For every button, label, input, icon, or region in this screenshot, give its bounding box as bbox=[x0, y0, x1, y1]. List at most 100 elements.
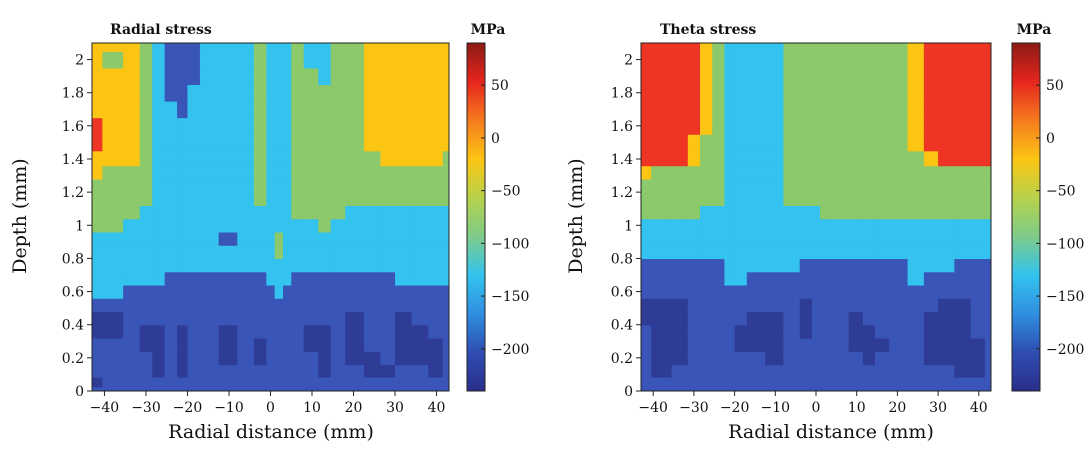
heatmap-cell bbox=[303, 67, 319, 86]
heatmap-cell bbox=[102, 51, 124, 69]
heatmap-cell bbox=[687, 165, 701, 180]
heatmap-cell bbox=[712, 386, 726, 391]
heatmap-cell bbox=[291, 67, 305, 86]
heatmap-cell bbox=[123, 43, 141, 52]
heatmap-cell bbox=[253, 271, 267, 286]
heatmap-cell bbox=[363, 376, 382, 388]
heatmap-cell bbox=[253, 101, 267, 119]
heatmap-cell bbox=[700, 178, 713, 193]
heatmap-cell bbox=[687, 117, 701, 135]
heatmap-cell bbox=[237, 271, 255, 286]
heatmap-cell bbox=[282, 364, 292, 378]
heatmap-cell bbox=[923, 337, 939, 352]
heatmap-cell bbox=[411, 386, 429, 391]
heatmap-cell bbox=[984, 284, 991, 299]
heatmap-cell bbox=[671, 284, 689, 299]
heatmap-cell bbox=[92, 117, 103, 135]
y-tick-label: 1.6 bbox=[62, 119, 84, 135]
heatmap-cell bbox=[139, 205, 153, 220]
heatmap-cell bbox=[164, 67, 178, 86]
heatmap-cell bbox=[651, 271, 673, 286]
heatmap-cell bbox=[345, 245, 365, 260]
heatmap-cell bbox=[765, 258, 785, 273]
y-tick-label: 1 bbox=[624, 218, 633, 234]
x-tick-label: −20 bbox=[173, 400, 203, 416]
heatmap-cell bbox=[734, 311, 748, 326]
heatmap-cell bbox=[253, 298, 267, 313]
heatmap-cell bbox=[330, 324, 346, 339]
heatmap-cell bbox=[274, 165, 284, 180]
heatmap-cell bbox=[938, 284, 955, 299]
heatmap-cell bbox=[123, 258, 141, 273]
heatmap-cell bbox=[282, 43, 292, 52]
heatmap-cell bbox=[152, 231, 166, 246]
heatmap-cell bbox=[199, 67, 220, 86]
heatmap-cell bbox=[442, 386, 449, 391]
heatmap-cell bbox=[641, 311, 652, 326]
heatmap-cell bbox=[164, 337, 178, 352]
y-tick-label: 0.6 bbox=[62, 285, 84, 301]
heatmap-cell bbox=[266, 364, 276, 378]
heatmap-cell bbox=[442, 134, 449, 152]
heatmap-cell bbox=[164, 311, 178, 326]
heatmap-cell bbox=[92, 284, 103, 299]
heatmap-cell bbox=[783, 258, 801, 273]
heatmap-cell bbox=[363, 231, 382, 246]
heatmap-cell bbox=[746, 117, 766, 135]
heatmap-cell bbox=[395, 271, 413, 286]
heatmap-cell bbox=[139, 364, 153, 378]
heatmap-cell bbox=[651, 192, 673, 206]
heatmap-cell bbox=[282, 298, 292, 313]
heatmap-cell bbox=[889, 218, 909, 233]
heatmap-cell bbox=[187, 245, 201, 260]
heatmap-cell bbox=[862, 258, 876, 273]
heatmap-cell bbox=[641, 376, 652, 388]
heatmap-cell bbox=[428, 386, 444, 391]
heatmap-cell bbox=[274, 218, 284, 233]
heatmap-cell bbox=[954, 51, 972, 69]
heatmap-cell bbox=[274, 364, 284, 378]
heatmap-cells bbox=[641, 43, 991, 391]
heatmap-cell bbox=[318, 51, 332, 69]
heatmap-cell bbox=[712, 178, 726, 193]
heatmap-cell bbox=[164, 245, 178, 260]
heatmap-cell bbox=[380, 192, 396, 206]
heatmap-cell bbox=[380, 271, 396, 286]
heatmap-cell bbox=[970, 84, 986, 102]
heatmap-cell bbox=[907, 134, 925, 152]
heatmap-cell bbox=[442, 376, 449, 388]
heatmap-cell bbox=[291, 205, 305, 220]
heatmap-cell bbox=[954, 298, 972, 313]
heatmap-cell bbox=[954, 284, 972, 299]
heatmap-cell bbox=[380, 245, 396, 260]
heatmap-cell bbox=[765, 178, 785, 193]
heatmap-cell bbox=[765, 245, 785, 260]
heatmap-cell bbox=[848, 258, 864, 273]
heatmap-cell bbox=[907, 311, 925, 326]
heatmap-cell bbox=[820, 337, 829, 352]
colorbar-tick-label: 0 bbox=[1046, 131, 1055, 147]
heatmap-cell bbox=[303, 364, 319, 378]
heatmap-cell bbox=[187, 43, 201, 52]
heatmap-cell bbox=[907, 117, 925, 135]
heatmap-cell bbox=[199, 298, 220, 313]
heatmap-cell bbox=[907, 298, 925, 313]
heatmap-cell bbox=[848, 178, 864, 193]
heatmap-cell bbox=[641, 271, 652, 286]
heatmap-cell bbox=[330, 150, 346, 167]
heatmap-cell bbox=[671, 324, 689, 339]
heatmap-cell bbox=[237, 218, 255, 233]
heatmap-cell bbox=[923, 150, 939, 167]
heatmap-cell bbox=[687, 298, 701, 313]
heatmap-cell bbox=[848, 205, 864, 220]
heatmap-cell bbox=[907, 165, 925, 180]
heatmap-cell bbox=[253, 84, 267, 102]
heatmap-cell bbox=[734, 218, 748, 233]
heatmap-cell bbox=[712, 84, 726, 102]
heatmap-cell bbox=[380, 311, 396, 326]
heatmap-cell bbox=[380, 165, 396, 180]
heatmap-cell bbox=[889, 245, 909, 260]
heatmap-cell bbox=[164, 324, 178, 339]
heatmap-cell bbox=[237, 205, 255, 220]
heatmap-cell bbox=[318, 245, 332, 260]
